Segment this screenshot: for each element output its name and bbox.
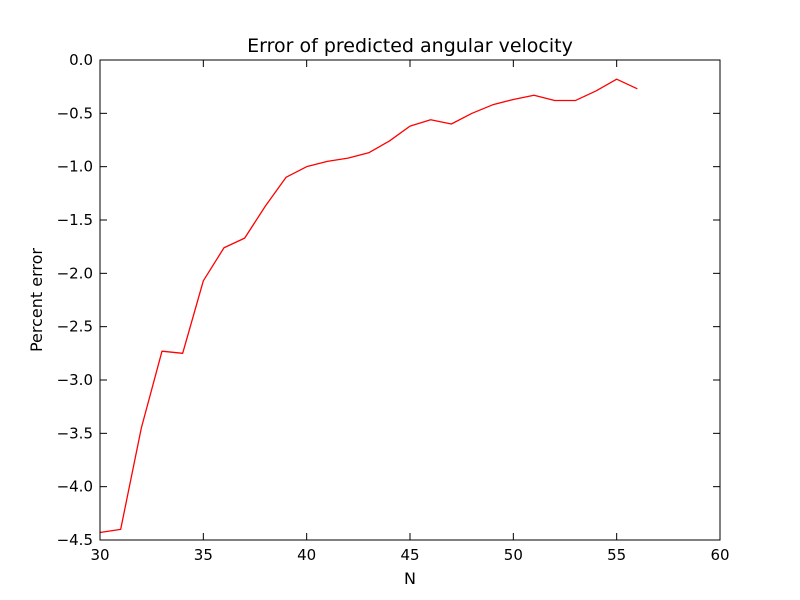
series-line: [99, 78, 638, 534]
x-tick-label: 30: [90, 546, 109, 564]
y-tick-label: −1.5: [57, 211, 93, 229]
y-tick-label: −4.0: [57, 478, 93, 496]
y-tick-label: −2.0: [57, 264, 93, 282]
x-tick-label: 35: [194, 546, 213, 564]
y-tick-label: −4.5: [57, 531, 93, 549]
y-tick-label: −1.0: [57, 158, 93, 176]
x-tick-label: 40: [297, 546, 316, 564]
x-tick-label: 50: [504, 546, 523, 564]
plot-area: [100, 60, 720, 540]
y-axis-label: Percent error: [27, 248, 46, 352]
x-tick-label: 60: [710, 546, 729, 564]
x-axis-label: N: [404, 569, 416, 588]
y-tick-label: −0.5: [57, 104, 93, 122]
y-tick-label: −3.5: [57, 424, 93, 442]
series-layer: [99, 78, 638, 534]
y-tick-label: −3.0: [57, 371, 93, 389]
x-tick-label: 55: [607, 546, 626, 564]
tick-layer: 30 35 40 45 50 55 60 0.0 −0.5 −1.0 −1.5 −2.0 −2.5 −3.…: [57, 51, 730, 564]
chart-title: Error of predicted angular velocity: [247, 35, 573, 57]
y-tick-label: 0.0: [69, 51, 93, 69]
y-tick-label: −2.5: [57, 318, 93, 336]
plot-frame: [99, 59, 721, 541]
x-tick-label: 45: [400, 546, 419, 564]
